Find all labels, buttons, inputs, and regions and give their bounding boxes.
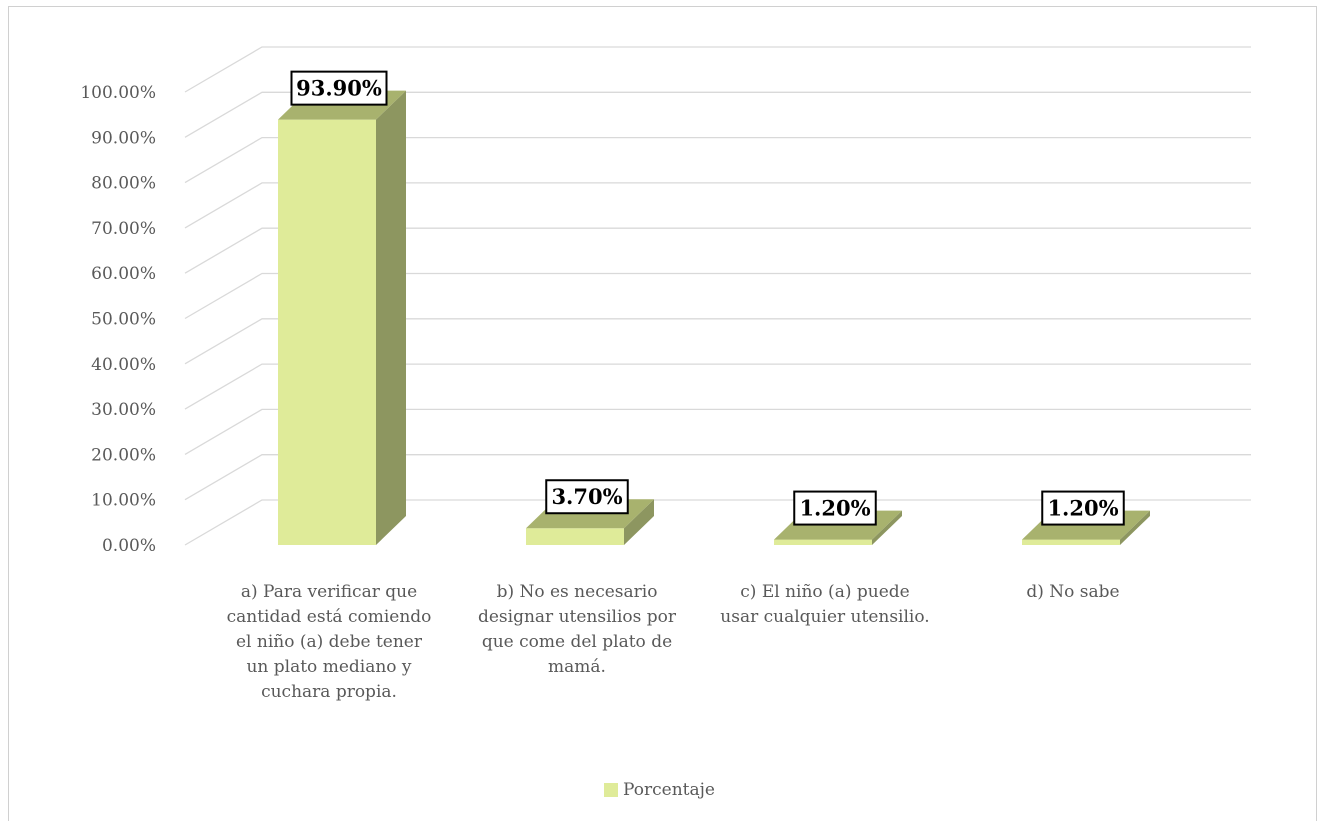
x-category-label: b) No es necesario designar utensilios p… — [477, 582, 677, 677]
bar-side — [376, 90, 406, 546]
gridlines — [184, 46, 1251, 546]
y-tick-label: 80.00% — [91, 174, 156, 194]
data-label: 1.20% — [793, 490, 877, 526]
y-tick-label: 100.00% — [80, 83, 156, 103]
y-tick-label: 50.00% — [91, 310, 156, 330]
y-tick-label: 0.00% — [102, 536, 156, 556]
bar-front — [278, 119, 376, 546]
y-tick-label: 70.00% — [91, 219, 156, 239]
y-tick-label: 20.00% — [91, 445, 156, 465]
data-label-text: 1.20% — [799, 496, 870, 521]
gridline — [184, 454, 1251, 501]
y-tick-label: 30.00% — [91, 400, 156, 420]
y-tick-label: 90.00% — [91, 128, 156, 148]
gridline — [184, 408, 1251, 455]
y-tick-label: 10.00% — [91, 491, 156, 511]
data-label-box — [1041, 490, 1125, 526]
gridline — [184, 46, 1251, 93]
data-label: 3.70% — [545, 479, 629, 515]
data-label-box — [290, 70, 388, 106]
gridline — [184, 272, 1251, 320]
x-category-label: c) El niño (a) puede usar cualquier uten… — [720, 582, 930, 627]
gridline — [184, 136, 1251, 184]
bar-front — [526, 528, 624, 545]
gridline — [184, 182, 1251, 229]
bar-side — [872, 510, 902, 545]
gridline — [184, 318, 1251, 365]
data-label-box — [545, 479, 629, 515]
data-label-box — [793, 490, 877, 526]
legend: Porcentaje — [604, 780, 715, 800]
data-label: 93.90% — [290, 70, 388, 106]
chart-area — [8, 6, 1317, 821]
data-label: 1.20% — [1041, 490, 1125, 526]
data-label-text: 3.70% — [551, 484, 622, 509]
bar-front — [774, 539, 872, 545]
x-category-label: a) Para verificar que cantidad está comi… — [226, 582, 432, 702]
y-tick-label: 40.00% — [91, 355, 156, 375]
bar-side — [1120, 510, 1150, 545]
gridline — [184, 91, 1251, 138]
gridline — [184, 227, 1251, 274]
data-label-text: 93.90% — [296, 76, 382, 101]
y-axis-ticks: 0.00% 10.00% 20.00% 30.00% 40.00% 50.00% 60.00… — [80, 83, 156, 556]
data-label-text: 1.20% — [1047, 496, 1118, 521]
bar — [278, 90, 406, 546]
bar-front — [1022, 539, 1120, 545]
gridline — [184, 363, 1251, 410]
gridline — [184, 499, 1251, 546]
data-labels: 93.90% 3.70% 1.20% 1.20% — [290, 70, 1125, 526]
bar-side — [624, 499, 654, 545]
bars — [278, 90, 1150, 546]
legend-swatch — [604, 783, 618, 797]
x-category-label: d) No sabe — [1026, 582, 1120, 602]
legend-label: Porcentaje — [623, 780, 715, 800]
y-tick-label: 60.00% — [91, 264, 156, 284]
